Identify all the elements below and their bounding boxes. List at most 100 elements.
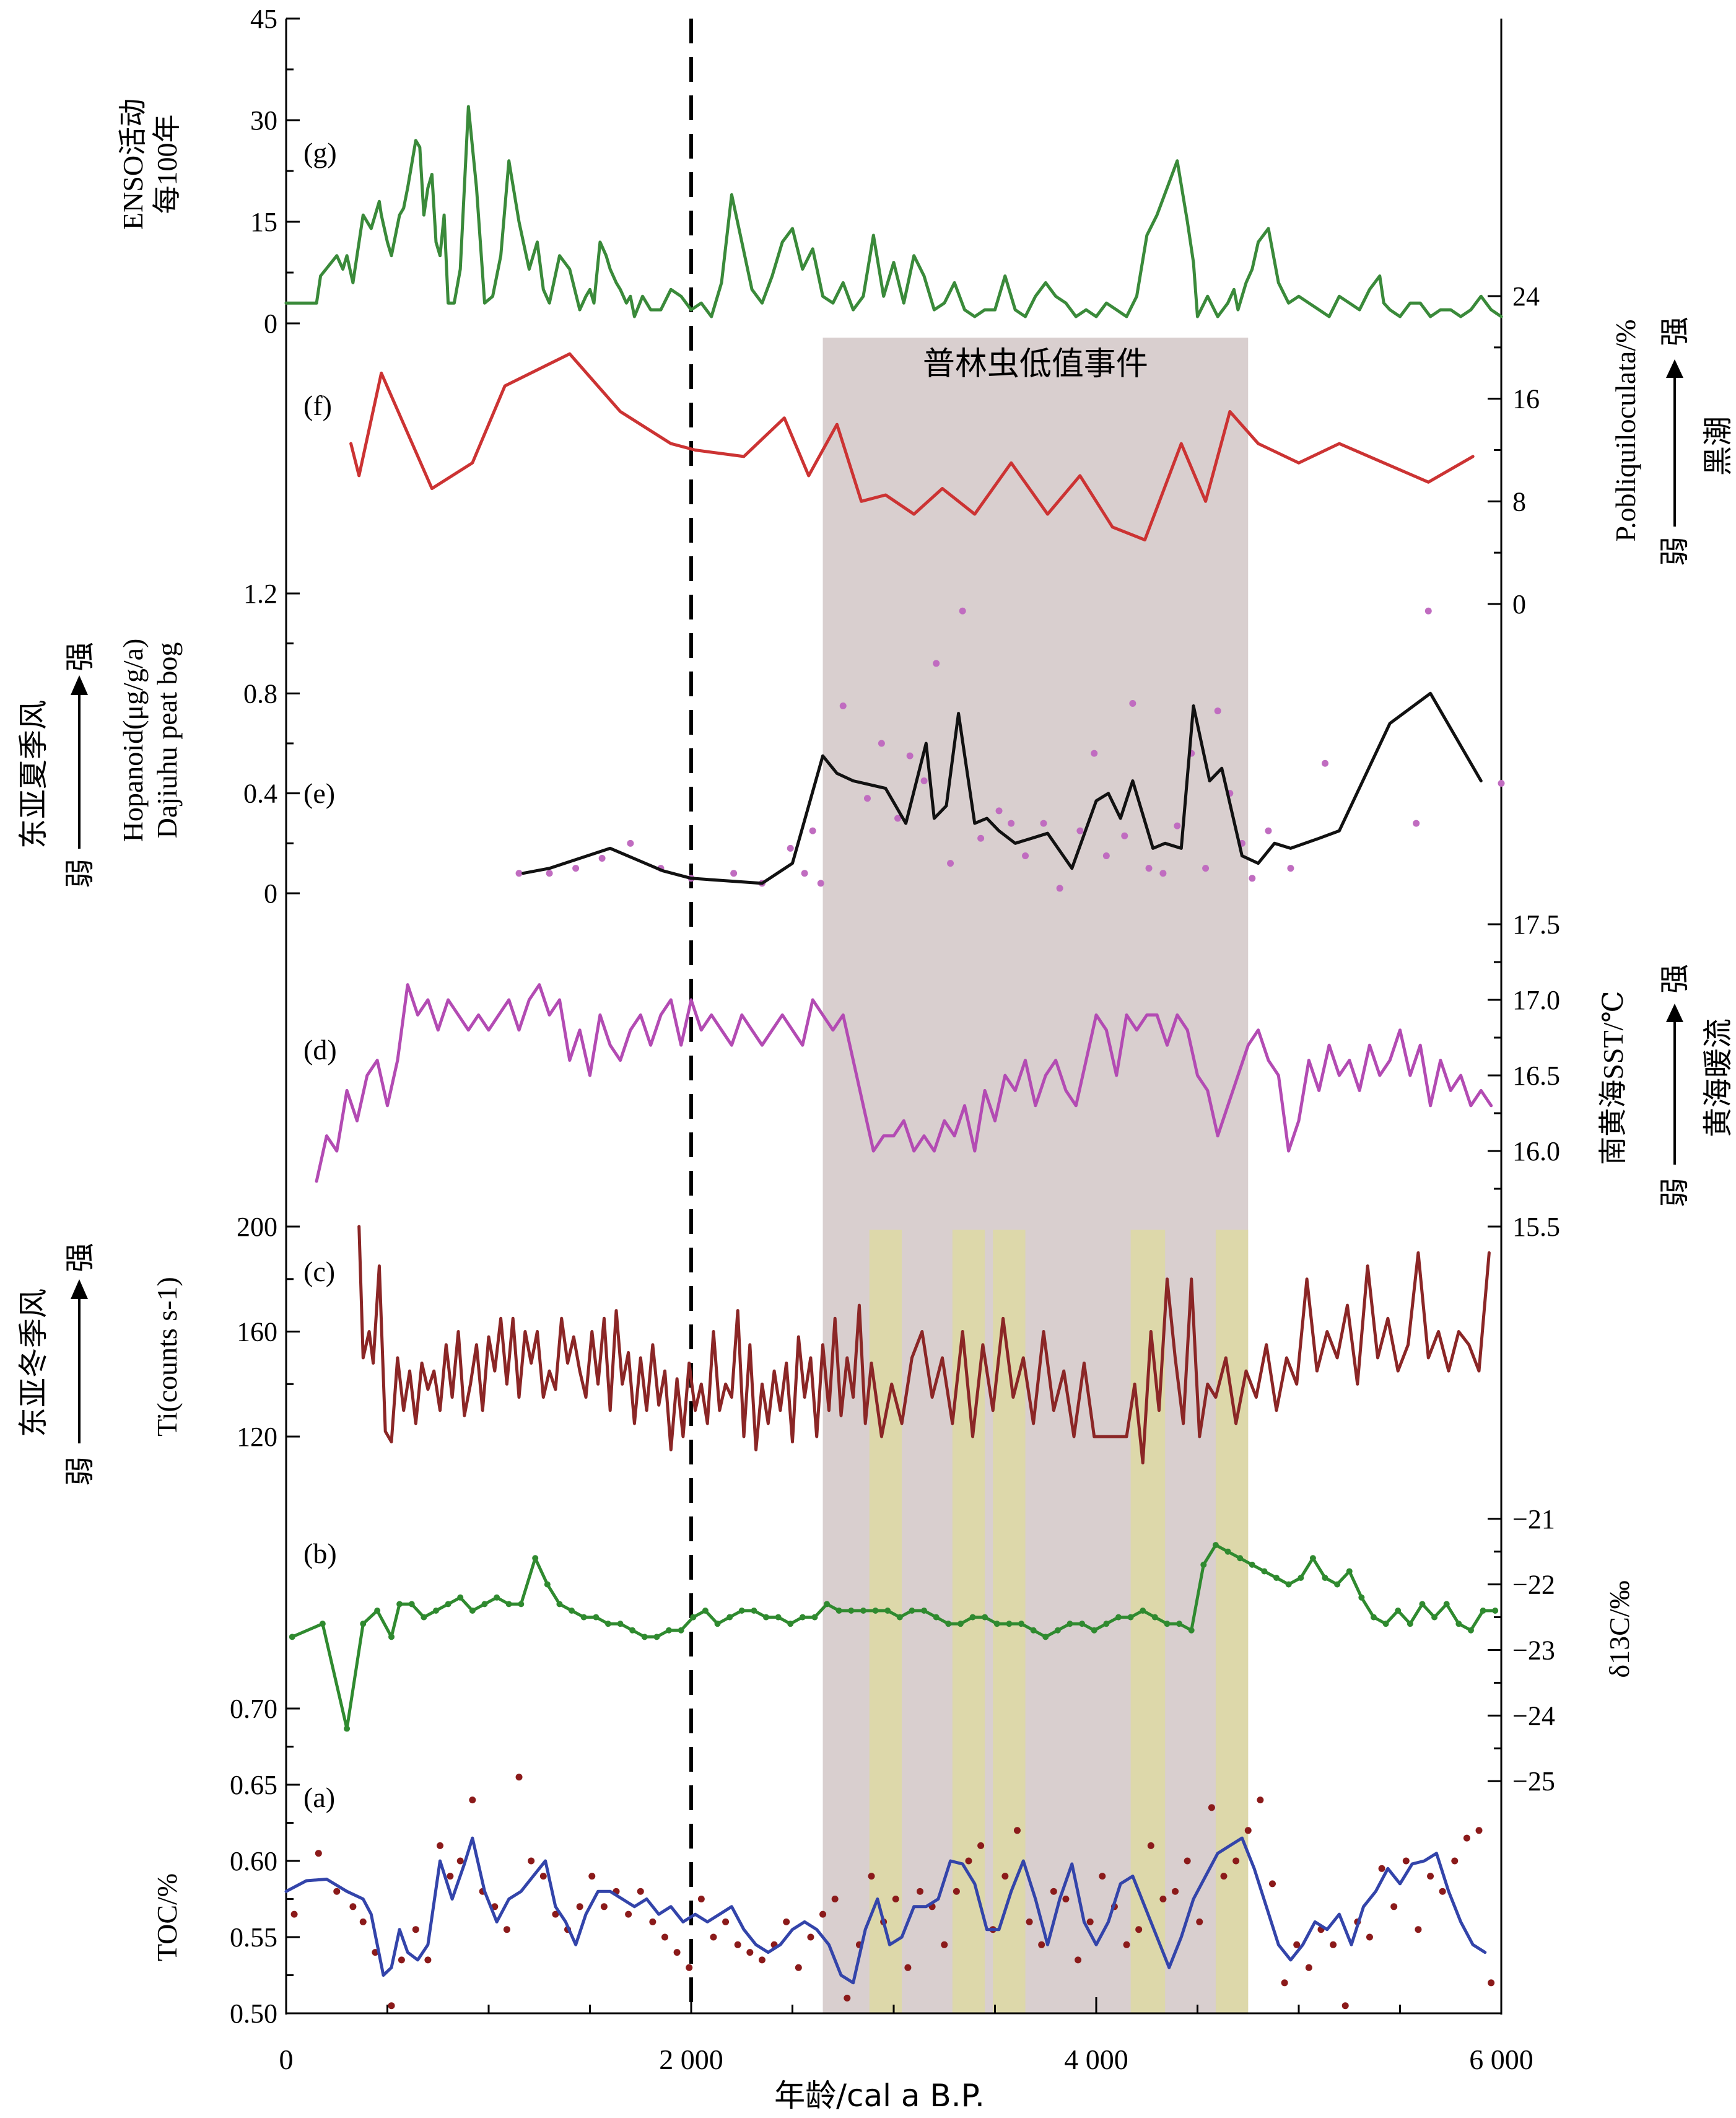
data-point-e bbox=[1265, 827, 1272, 834]
data-point-e bbox=[1056, 885, 1063, 892]
data-point-a bbox=[1050, 1888, 1057, 1895]
data-point-a bbox=[1293, 1941, 1301, 1948]
data-marker-b bbox=[1249, 1561, 1255, 1568]
data-marker-b bbox=[775, 1614, 782, 1621]
axis-title-g-line1: ENSO活动 bbox=[117, 98, 149, 230]
data-point-e bbox=[1159, 870, 1167, 877]
data-marker-b bbox=[1443, 1601, 1450, 1608]
summer-monsoon-strong: 强 bbox=[63, 642, 97, 672]
data-marker-b bbox=[1224, 1548, 1231, 1555]
y-tick-label: 0 bbox=[264, 878, 277, 909]
warm-current-weak: 弱 bbox=[1657, 1178, 1692, 1207]
data-marker-b bbox=[702, 1607, 709, 1614]
data-point-e bbox=[1008, 820, 1015, 827]
yellow-band bbox=[869, 1230, 902, 2013]
warm-current-strong: 强 bbox=[1657, 964, 1692, 994]
shaded-regions: 普林虫低值事件 bbox=[822, 338, 1249, 2013]
panel-letter-f: (f) bbox=[303, 390, 332, 421]
panel-letter-a: (a) bbox=[303, 1782, 335, 1813]
data-point-e bbox=[572, 865, 580, 872]
data-point-a bbox=[722, 1918, 730, 1925]
y-tick-label: −24 bbox=[1512, 1700, 1555, 1731]
data-point-a bbox=[917, 1888, 924, 1895]
winter-monsoon-arrowhead bbox=[71, 1279, 88, 1299]
data-point-a bbox=[412, 1926, 419, 1933]
data-marker-b bbox=[421, 1614, 427, 1621]
data-point-a bbox=[576, 1903, 583, 1910]
data-point-e bbox=[1202, 865, 1210, 872]
data-point-e bbox=[1121, 832, 1128, 839]
x-tick-labels: 0 2 000 4 000 6 000 bbox=[279, 2044, 1533, 2075]
data-point-a bbox=[831, 1896, 839, 1902]
data-point-a bbox=[437, 1842, 444, 1849]
data-marker-b bbox=[969, 1614, 976, 1621]
data-marker-b bbox=[604, 1621, 611, 1627]
data-point-a bbox=[1257, 1796, 1264, 1804]
data-point-a bbox=[1184, 1857, 1191, 1865]
data-point-a bbox=[1075, 1956, 1082, 1964]
data-point-a bbox=[1415, 1926, 1422, 1933]
y-tick-label: 0.50 bbox=[230, 1998, 277, 2029]
axis-title-d: 南黄海SST/℃ bbox=[1597, 991, 1629, 1165]
data-point-a bbox=[734, 1941, 741, 1948]
data-point-e bbox=[894, 815, 902, 822]
data-point-e bbox=[598, 855, 606, 862]
y-tick-label: 120 bbox=[237, 1422, 277, 1452]
indicators: 强 弱 黑潮 东亚夏季风 强 弱 强 弱 黄海暖流 东亚冬季风 强 弱 bbox=[16, 317, 1735, 1486]
data-point-e bbox=[839, 702, 847, 709]
data-marker-b bbox=[556, 1601, 563, 1608]
data-marker-b bbox=[1237, 1555, 1244, 1562]
data-point-e bbox=[1413, 820, 1420, 827]
data-marker-b bbox=[787, 1621, 794, 1627]
data-point-a bbox=[528, 1857, 535, 1865]
series-line-a bbox=[284, 1836, 1487, 1985]
axis-title-c: Ti(counts s-1) bbox=[151, 1277, 183, 1437]
series-line-c bbox=[357, 1225, 1491, 1464]
data-point-a bbox=[1123, 1941, 1130, 1948]
yellow-band bbox=[952, 1230, 985, 2013]
data-point-e bbox=[1214, 707, 1221, 715]
data-point-a bbox=[349, 1903, 357, 1910]
data-point-e bbox=[1040, 820, 1047, 827]
warm-current-name: 黄海暖流 bbox=[1701, 1018, 1735, 1137]
data-point-a bbox=[1341, 2002, 1349, 2010]
data-marker-b bbox=[957, 1621, 964, 1627]
winter-monsoon-weak: 弱 bbox=[63, 1456, 97, 1486]
data-point-a bbox=[1244, 1827, 1252, 1834]
data-point-e bbox=[1174, 822, 1181, 829]
data-marker-b bbox=[982, 1614, 988, 1621]
data-point-a bbox=[1402, 1857, 1410, 1865]
data-marker-b bbox=[505, 1601, 512, 1608]
data-marker-b bbox=[1358, 1594, 1365, 1601]
data-point-a bbox=[539, 1873, 547, 1880]
data-point-a bbox=[1196, 1918, 1203, 1925]
data-point-e bbox=[627, 839, 634, 847]
axis-title-g-line2: 每100年 bbox=[151, 115, 183, 214]
data-marker-b bbox=[762, 1614, 769, 1621]
x-tick-label: 0 bbox=[279, 2044, 294, 2075]
data-point-a bbox=[953, 1888, 960, 1895]
axis-titles: ENSO活动 每100年 Hopanoid(μg/g/a) Dajiuhu pe… bbox=[117, 98, 1641, 1961]
series-line-e bbox=[521, 691, 1483, 885]
data-series bbox=[284, 105, 1505, 2010]
series-g bbox=[284, 105, 1503, 318]
data-marker-b bbox=[481, 1601, 488, 1608]
data-point-e bbox=[947, 860, 954, 867]
data-point-a bbox=[1463, 1834, 1470, 1842]
data-point-a bbox=[315, 1850, 322, 1857]
data-marker-b bbox=[1382, 1621, 1389, 1627]
data-point-a bbox=[447, 1873, 454, 1880]
y-tick-label: −21 bbox=[1512, 1504, 1555, 1534]
data-marker-b bbox=[360, 1621, 367, 1627]
data-marker-b bbox=[1298, 1575, 1304, 1582]
data-point-a bbox=[1135, 1926, 1143, 1933]
data-marker-b bbox=[1200, 1561, 1207, 1568]
data-marker-b bbox=[457, 1594, 464, 1601]
data-marker-b bbox=[1492, 1607, 1499, 1614]
data-point-e bbox=[878, 740, 885, 747]
data-point-e bbox=[1022, 852, 1029, 859]
data-marker-b bbox=[884, 1607, 891, 1614]
panel-letter-e: (e) bbox=[303, 777, 335, 809]
y-tick-label: 0.60 bbox=[230, 1846, 277, 1876]
data-point-e bbox=[1129, 699, 1136, 707]
